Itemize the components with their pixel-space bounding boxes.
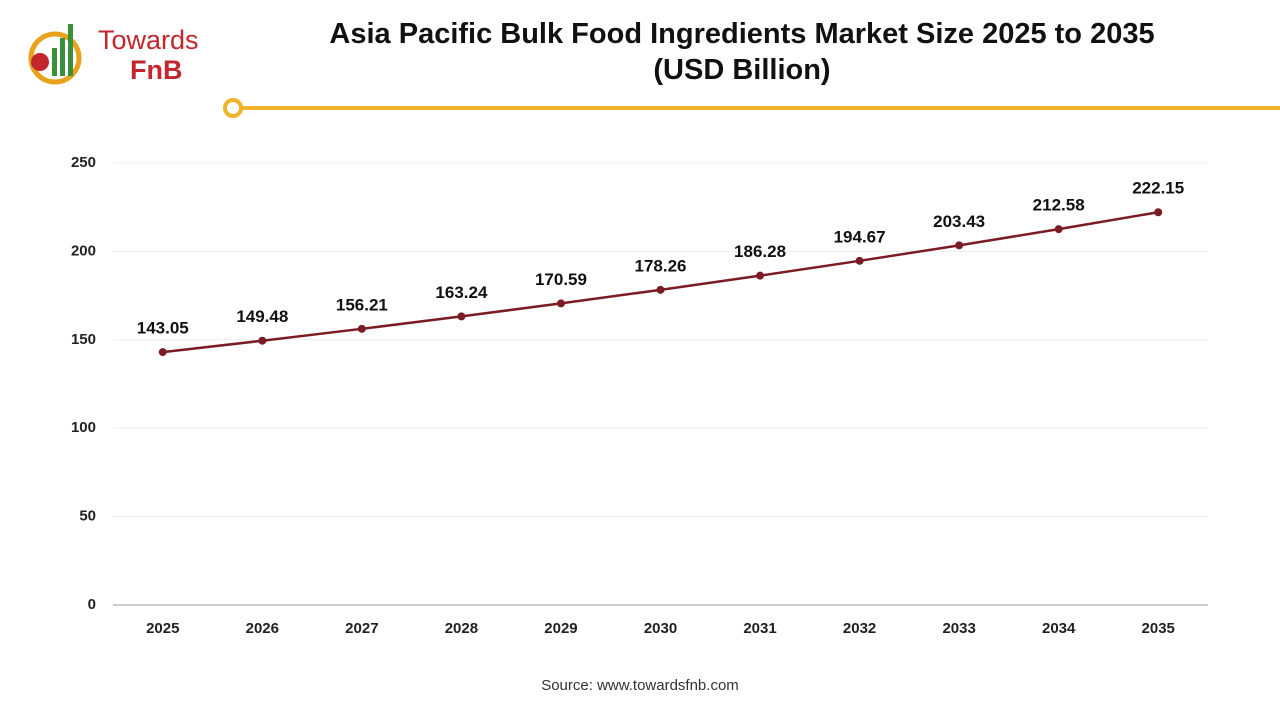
- data-label: 212.58: [1033, 196, 1085, 215]
- y-tick-label: 250: [71, 154, 96, 171]
- logo-bar: [52, 48, 57, 76]
- logo-ring: [28, 31, 82, 85]
- logo-bar: [68, 24, 73, 76]
- data-label: 143.05: [137, 319, 189, 338]
- x-tick-label: 2032: [843, 620, 876, 637]
- data-label: 194.67: [834, 227, 886, 246]
- y-tick-label: 50: [79, 508, 96, 525]
- point: [457, 312, 466, 321]
- point: [357, 324, 366, 333]
- x-tick-label: 2027: [345, 620, 378, 637]
- data-label: 170.59: [535, 270, 587, 289]
- point: [158, 348, 167, 357]
- logo-bar: [60, 38, 65, 76]
- x-tick-label: 2031: [743, 620, 776, 637]
- x-tick-label: 2029: [544, 620, 577, 637]
- point: [855, 256, 864, 265]
- x-tick-label: 2033: [942, 620, 975, 637]
- data-label: 156.21: [336, 295, 388, 314]
- y-tick-label: 0: [88, 596, 96, 613]
- source: Source: www.towardsfnb.com: [541, 677, 739, 694]
- logo-text: Towards: [98, 25, 199, 55]
- data-label: 178.26: [635, 256, 687, 275]
- point: [258, 336, 267, 345]
- chart-title: Asia Pacific Bulk Food Ingredients Marke…: [329, 18, 1155, 86]
- x-tick-label: 2025: [146, 620, 179, 637]
- divider-knob: [223, 98, 243, 118]
- y-tick-label: 150: [71, 331, 96, 348]
- point: [756, 271, 765, 280]
- logo: Towards FnB: [28, 24, 199, 85]
- point: [1154, 208, 1163, 217]
- data-label: 149.48: [236, 307, 288, 326]
- line: [162, 211, 1159, 354]
- data-label: 203.43: [933, 212, 985, 231]
- data-label: 186.28: [734, 242, 786, 261]
- data-label: 163.24: [435, 283, 488, 302]
- point: [955, 241, 964, 250]
- x-tick-label: 2030: [644, 620, 677, 637]
- point: [1054, 225, 1063, 234]
- x-tick-label: 2028: [445, 620, 478, 637]
- logo-text: FnB: [130, 55, 182, 85]
- point: [556, 299, 565, 308]
- point: [656, 285, 665, 294]
- x-tick-label: 2026: [246, 620, 279, 637]
- logo-apple: [31, 53, 49, 71]
- y-tick-label: 100: [71, 419, 96, 436]
- data-label: 222.15: [1132, 179, 1184, 198]
- x-tick-label: 2034: [1042, 620, 1076, 637]
- x-tick-label: 2035: [1142, 620, 1175, 637]
- y-tick-label: 200: [71, 242, 96, 259]
